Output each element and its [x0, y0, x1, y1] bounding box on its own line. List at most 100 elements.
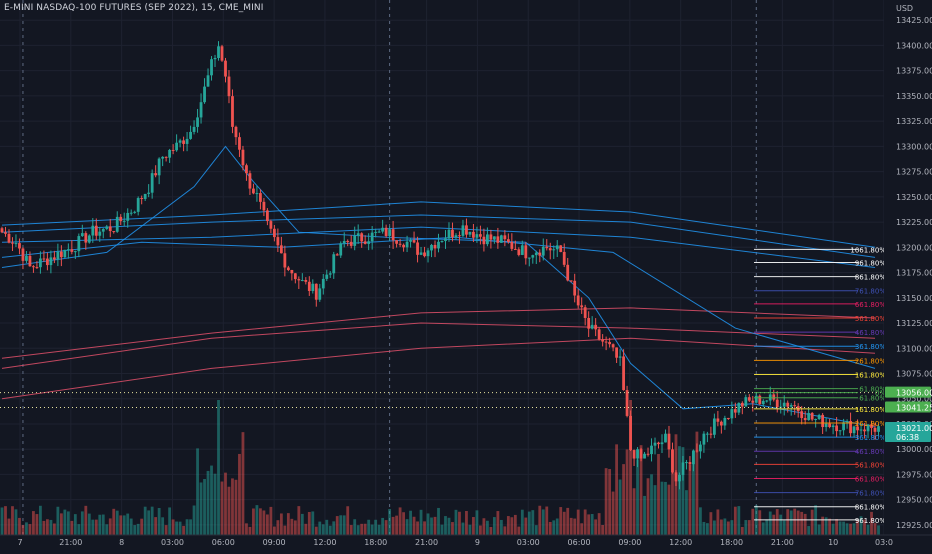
price-tick-label: 13150.00	[896, 294, 932, 303]
volume-bar	[129, 518, 133, 535]
candle-body	[108, 226, 112, 232]
volume-bar	[314, 526, 318, 535]
volume-bar	[604, 468, 608, 535]
candle-body	[52, 257, 56, 260]
candle-body	[363, 241, 367, 244]
volume-bar	[147, 510, 151, 535]
volume-bar	[712, 520, 716, 535]
time-tick-label: 18:00	[720, 538, 743, 547]
candle-body	[849, 421, 852, 434]
volume-bar	[318, 521, 322, 535]
time-tick-label: 8	[119, 538, 124, 547]
candle-body	[674, 472, 678, 482]
price-tick-label: 13250.00	[896, 193, 932, 202]
fib-upper-label: 761.80%	[855, 288, 886, 296]
fib-lower-label: 761.80%	[855, 490, 886, 498]
candle-body	[101, 228, 105, 232]
volume-bar	[681, 447, 685, 535]
candle-body	[726, 417, 730, 419]
volume-bar	[538, 505, 542, 535]
fib-upper-label: 861.80%	[855, 274, 886, 282]
volume-bar	[643, 495, 646, 535]
candle-body	[87, 235, 91, 243]
candle-body	[744, 397, 748, 407]
candle-body	[754, 395, 758, 403]
candle-body	[321, 278, 325, 289]
volume-bar	[573, 518, 577, 535]
volume-bar	[77, 524, 81, 535]
candle-body	[653, 442, 657, 446]
volume-bar	[283, 525, 287, 535]
volume-bar	[768, 511, 772, 535]
volume-bar	[73, 514, 77, 535]
candle-body	[705, 433, 709, 435]
volume-bar	[800, 511, 804, 535]
candle-body	[377, 231, 381, 233]
volume-bar	[272, 526, 276, 535]
volume-bar	[709, 512, 713, 535]
candle-body	[636, 449, 639, 459]
candle-body	[517, 249, 521, 255]
volume-bar	[817, 524, 821, 535]
candle-body	[45, 258, 49, 266]
volume-bar	[255, 505, 259, 535]
candle-body	[395, 240, 399, 244]
volume-bar	[133, 525, 137, 535]
volume-bar	[39, 505, 42, 535]
volume-bar	[122, 515, 126, 535]
candle-body	[678, 474, 681, 482]
volume-bar	[252, 508, 255, 535]
candle-body	[737, 402, 741, 413]
volume-bar	[328, 525, 332, 535]
volume-bar	[597, 513, 601, 535]
candle-body	[283, 253, 287, 268]
candle-body	[761, 400, 765, 405]
candle-body	[618, 356, 622, 358]
volume-bar	[576, 509, 580, 535]
volume-bar	[178, 521, 182, 535]
candle-body	[842, 422, 845, 431]
volume-bar	[657, 454, 660, 535]
candle-body	[611, 344, 615, 348]
candle-body	[824, 423, 828, 428]
volume-bar	[206, 470, 210, 535]
volume-bar	[279, 513, 283, 535]
price-tick-label: 13100.00	[896, 344, 932, 353]
candle-body	[699, 444, 702, 452]
volume-bar	[398, 507, 402, 535]
volume-bar	[482, 518, 486, 535]
fib-lower-label: 861.80%	[855, 504, 886, 512]
volume-bar	[52, 523, 56, 535]
volume-bar	[716, 509, 720, 535]
candle-body	[59, 251, 63, 258]
candle-body	[328, 273, 332, 275]
price-label: 13056.00	[896, 389, 932, 398]
volume-bar	[416, 521, 419, 535]
volume-bar	[311, 511, 315, 535]
candle-body	[77, 236, 81, 252]
volume-bar	[210, 465, 213, 535]
volume-bar	[489, 526, 493, 535]
candle-body	[454, 235, 458, 238]
candle-body	[821, 414, 825, 428]
volume-bar	[629, 400, 632, 535]
candle-body	[719, 421, 723, 426]
volume-bar	[866, 524, 870, 535]
candle-body	[807, 412, 811, 421]
candle-body	[685, 462, 688, 464]
candle-body	[440, 241, 444, 243]
volume-bar	[702, 521, 706, 535]
fib-upper-label: 461.80%	[855, 329, 886, 337]
candle-body	[286, 267, 290, 270]
volume-bar	[339, 515, 343, 535]
candle-body	[510, 241, 514, 249]
candle-body	[18, 243, 21, 249]
fib-upper-label: 261.80%	[855, 357, 886, 365]
price-tick-label: 13400.00	[896, 41, 932, 50]
volume-bar	[269, 506, 273, 535]
volume-bar	[25, 522, 28, 535]
volume-bar	[234, 479, 238, 535]
volume-bar	[492, 517, 496, 535]
